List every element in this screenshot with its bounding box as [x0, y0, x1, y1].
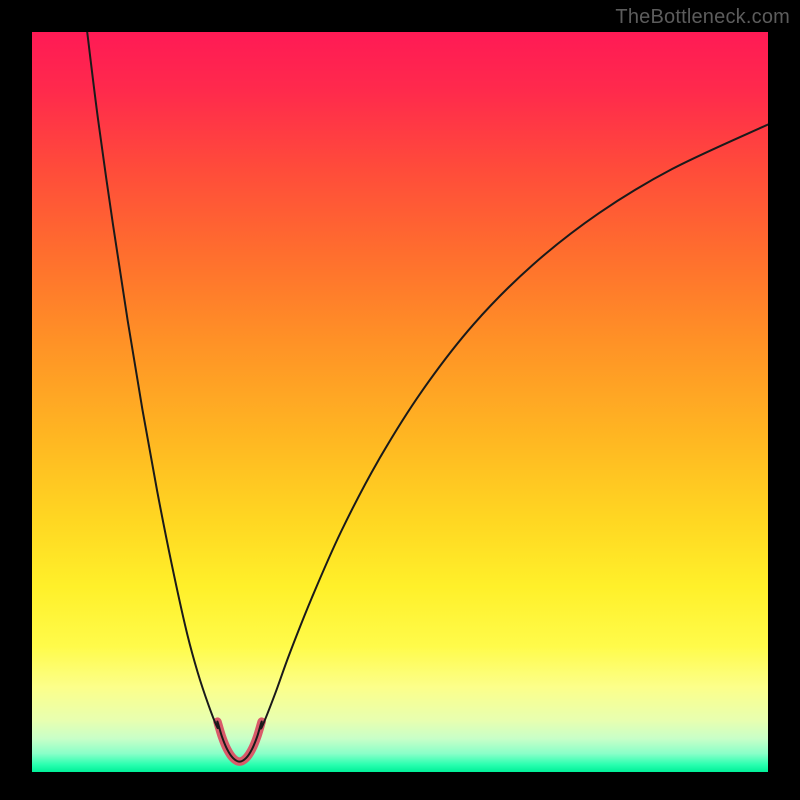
- watermark-text: TheBottleneck.com: [615, 6, 790, 29]
- gradient-background: [32, 32, 768, 772]
- bottleneck-chart: [32, 32, 768, 772]
